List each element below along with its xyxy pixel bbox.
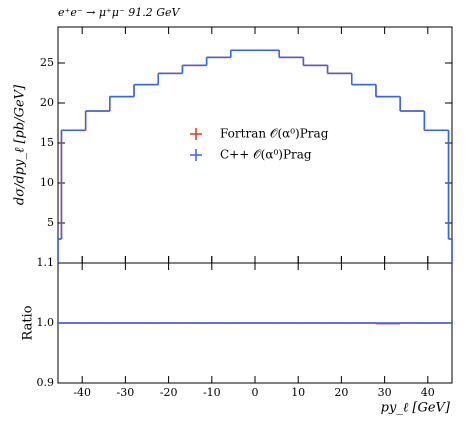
ratio-axis-label: Ratio [21, 305, 36, 340]
legend-label: Fortran 𝒪(α⁰)Prag [220, 127, 329, 141]
x-tick-label: -10 [203, 386, 221, 399]
x-axis-label: py_ℓ [GeV] [381, 401, 451, 416]
ratio-y-tick-label: 0.9 [37, 376, 55, 389]
chart-title: e⁺e⁻ → μ⁺μ⁻ 91.2 GeV [58, 6, 181, 19]
main-frame [57, 26, 453, 264]
x-tick-label: -40 [73, 386, 91, 399]
x-tick-label: -20 [160, 386, 178, 399]
y-tick-label: 20 [40, 96, 54, 109]
x-tick-label: 0 [252, 386, 259, 399]
y-tick-label: 15 [40, 136, 54, 149]
y-tick-label: 25 [40, 56, 54, 69]
y-tick-label: 5 [47, 216, 54, 229]
x-tick-label: -30 [117, 386, 135, 399]
legend-label: C++ 𝒪(α⁰)Prag [220, 148, 312, 162]
x-tick-label: 40 [421, 386, 435, 399]
x-tick-label: 20 [334, 386, 348, 399]
ratio-y-tick-label: 1.1 [37, 256, 55, 269]
x-tick-label: 10 [291, 386, 305, 399]
x-tick-label: 30 [378, 386, 392, 399]
y-tick-label: 10 [40, 176, 54, 189]
ratio-y-tick-label: 1.0 [37, 316, 55, 329]
y-axis-label: dσ/dpy_ℓ [pb/GeV] [13, 84, 28, 205]
